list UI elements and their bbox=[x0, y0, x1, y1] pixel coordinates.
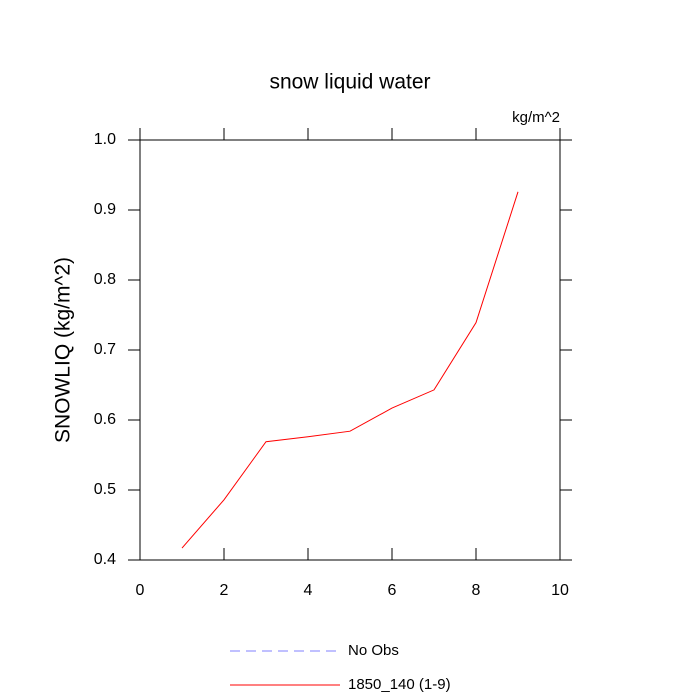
y-tick-label: 0.7 bbox=[94, 341, 116, 358]
y-tick-label: 0.6 bbox=[94, 411, 116, 428]
x-tick-label: 6 bbox=[388, 582, 397, 599]
legend-label: 1850_140 (1-9) bbox=[348, 676, 451, 693]
y-tick-label: 0.4 bbox=[94, 551, 116, 568]
x-tick-label: 10 bbox=[551, 582, 569, 599]
y-tick-label: 0.5 bbox=[94, 481, 116, 498]
x-tick-label: 0 bbox=[136, 582, 145, 599]
x-tick-label: 4 bbox=[304, 582, 313, 599]
units-label: kg/m^2 bbox=[512, 109, 560, 126]
x-tick-label: 2 bbox=[220, 582, 229, 599]
series-line bbox=[181, 191, 519, 549]
legend-label: No Obs bbox=[348, 642, 399, 659]
y-tick-label: 1.0 bbox=[94, 131, 116, 148]
y-axis-label: SNOWLIQ (kg/m^2) bbox=[52, 257, 75, 443]
y-tick-label: 0.9 bbox=[94, 201, 116, 218]
chart-title: snow liquid water bbox=[269, 71, 430, 94]
x-tick-label: 8 bbox=[472, 582, 481, 599]
y-tick-label: 0.8 bbox=[94, 271, 116, 288]
plot-frame bbox=[139, 139, 561, 561]
